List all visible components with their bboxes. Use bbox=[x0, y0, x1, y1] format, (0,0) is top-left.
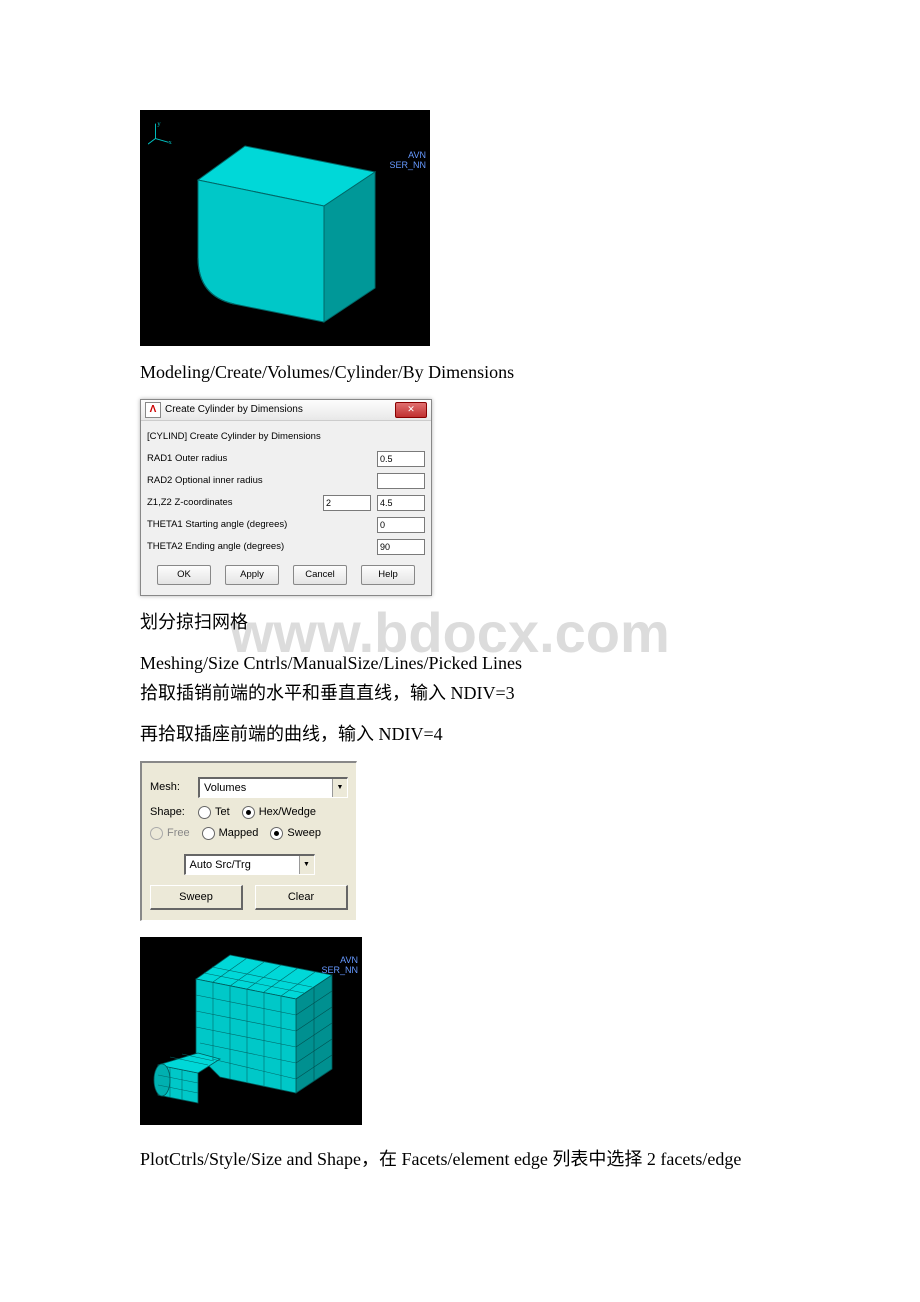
dialog-title: Create Cylinder by Dimensions bbox=[165, 404, 395, 415]
clear-button[interactable]: Clear bbox=[255, 885, 348, 910]
radio-tet[interactable] bbox=[198, 806, 211, 819]
input-z1[interactable] bbox=[323, 495, 371, 511]
radio-tet-label: Tet bbox=[215, 806, 230, 818]
label-rad2: RAD2 Optional inner radius bbox=[147, 475, 377, 486]
apply-button[interactable]: Apply bbox=[225, 565, 279, 585]
label-z1z2: Z1,Z2 Z-coordinates bbox=[147, 497, 323, 508]
mesh-type-select[interactable]: Volumes bbox=[198, 777, 348, 798]
label-theta2: THETA2 Ending angle (degrees) bbox=[147, 541, 377, 552]
srctrg-value: Auto Src/Trg bbox=[190, 859, 251, 871]
radio-hex[interactable] bbox=[242, 806, 255, 819]
ansys-viewport-mesh: AVN SER_NN bbox=[140, 937, 362, 1125]
srctrg-select[interactable]: Auto Src/Trg bbox=[184, 854, 315, 875]
avn-label-2: SER_NN bbox=[389, 160, 426, 170]
avn-label-1: AVN bbox=[340, 955, 358, 965]
radio-free-label: Free bbox=[167, 827, 190, 839]
text-pick-lines-ndiv3: 拾取插销前端的水平和垂直直线，输入 NDIV=3 bbox=[140, 679, 780, 708]
dialog-titlebar: Λ Create Cylinder by Dimensions ✕ bbox=[141, 400, 431, 421]
ansys-viewport-solid: y x AVN SER_NN bbox=[140, 110, 430, 346]
input-rad1[interactable] bbox=[377, 451, 425, 467]
cancel-button[interactable]: Cancel bbox=[293, 565, 347, 585]
ansys-icon: Λ bbox=[145, 402, 161, 418]
radio-hex-label: Hex/Wedge bbox=[259, 806, 316, 818]
text-sweep-mesh-heading: 划分掠扫网格 bbox=[140, 608, 780, 637]
chevron-down-icon bbox=[299, 856, 314, 874]
input-z2[interactable] bbox=[377, 495, 425, 511]
input-theta2[interactable] bbox=[377, 539, 425, 555]
svg-text:y: y bbox=[157, 120, 161, 127]
radio-sweep[interactable] bbox=[270, 827, 283, 840]
svg-text:x: x bbox=[169, 139, 173, 146]
radio-free bbox=[150, 827, 163, 840]
sweep-button[interactable]: Sweep bbox=[150, 885, 243, 910]
avn-label-1: AVN bbox=[408, 150, 426, 160]
radio-mapped-label: Mapped bbox=[219, 827, 259, 839]
dialog-heading: [CYLIND] Create Cylinder by Dimensions bbox=[147, 431, 425, 442]
label-theta1: THETA1 Starting angle (degrees) bbox=[147, 519, 377, 530]
radio-mapped[interactable] bbox=[202, 827, 215, 840]
axis-triad-icon: y x bbox=[148, 118, 176, 146]
shape-label: Shape: bbox=[150, 806, 198, 818]
meshtool-panel: Mesh: Volumes Shape: Tet Hex/Wedge Free … bbox=[140, 761, 357, 921]
text-create-cylinder: Modeling/Create/Volumes/Cylinder/By Dime… bbox=[140, 358, 780, 387]
solid-model-svg bbox=[140, 110, 430, 346]
text-pick-curve-ndiv4: 再拾取插座前端的曲线，输入 NDIV=4 bbox=[140, 720, 780, 749]
input-rad2[interactable] bbox=[377, 473, 425, 489]
input-theta1[interactable] bbox=[377, 517, 425, 533]
ok-button[interactable]: OK bbox=[157, 565, 211, 585]
chevron-down-icon bbox=[332, 779, 347, 797]
text-meshing-path: Meshing/Size Cntrls/ManualSize/Lines/Pic… bbox=[140, 649, 780, 678]
close-icon[interactable]: ✕ bbox=[395, 402, 427, 418]
label-rad1: RAD1 Outer radius bbox=[147, 453, 377, 464]
radio-sweep-label: Sweep bbox=[287, 827, 321, 839]
text-plotctrls: PlotCtrls/Style/Size and Shape，在 Facets/… bbox=[140, 1145, 780, 1174]
mesh-type-value: Volumes bbox=[204, 782, 246, 794]
mesh-label: Mesh: bbox=[150, 781, 198, 793]
create-cylinder-dialog: Λ Create Cylinder by Dimensions ✕ [CYLIN… bbox=[140, 399, 432, 596]
avn-label-2: SER_NN bbox=[321, 965, 358, 975]
help-button[interactable]: Help bbox=[361, 565, 415, 585]
